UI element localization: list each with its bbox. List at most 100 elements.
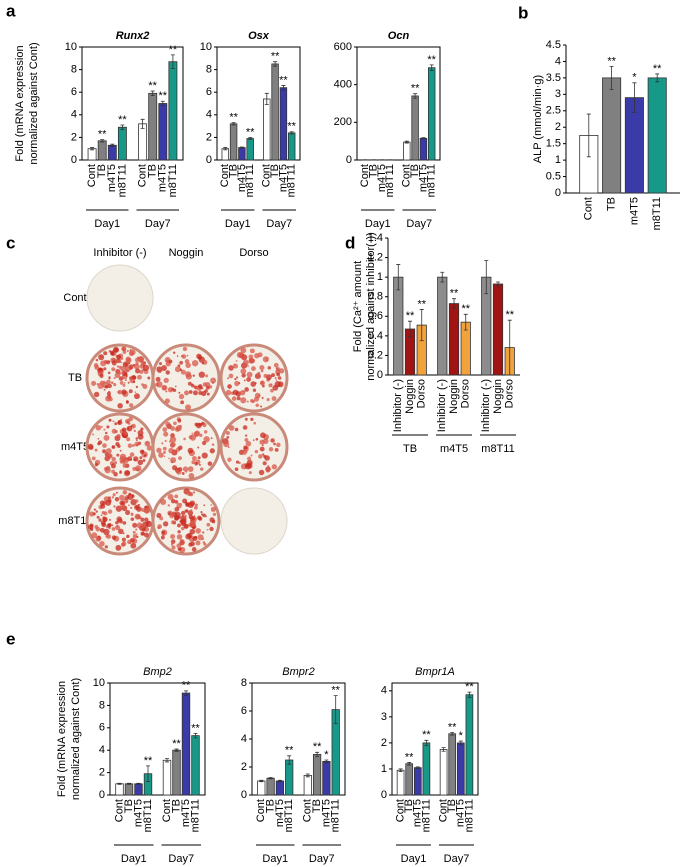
stain-spot bbox=[194, 462, 198, 466]
error-bar bbox=[150, 90, 155, 96]
stain-spot bbox=[107, 523, 112, 527]
stain-spot bbox=[108, 377, 111, 380]
stain-spot bbox=[198, 463, 201, 466]
x-tick-label: Cont bbox=[583, 197, 595, 220]
error-bar bbox=[287, 755, 292, 765]
group-label: Day1 bbox=[94, 218, 120, 230]
stain-spot bbox=[103, 388, 106, 391]
panel-label: d bbox=[345, 233, 355, 252]
y-axis-label: Fold (mRNA expression bbox=[56, 681, 68, 797]
stain-spot bbox=[162, 446, 167, 451]
stain-spot bbox=[197, 534, 204, 541]
error-bar bbox=[315, 751, 320, 757]
bar bbox=[124, 783, 134, 796]
stain-spot bbox=[144, 506, 151, 514]
error-bar bbox=[655, 73, 660, 83]
stain-spot bbox=[135, 465, 142, 472]
significance-mark: ** bbox=[191, 722, 200, 734]
stain-spot bbox=[247, 456, 252, 461]
stain-spot bbox=[123, 365, 125, 368]
bar bbox=[115, 783, 124, 796]
stain-spot bbox=[126, 420, 129, 423]
plot-frame bbox=[81, 46, 184, 161]
stain-spot bbox=[113, 472, 118, 477]
stain-spot bbox=[261, 397, 264, 400]
bar bbox=[405, 763, 414, 796]
stain-spot bbox=[97, 442, 101, 446]
stain-spot bbox=[116, 516, 123, 523]
y-tick-label: 0.6 bbox=[368, 310, 383, 322]
y-tick-label: 1.2 bbox=[368, 251, 383, 263]
stain-spot bbox=[210, 506, 216, 512]
row-label: m4T5 bbox=[61, 441, 89, 453]
stain-spot bbox=[127, 493, 134, 500]
x-tick-label: m4T5 bbox=[180, 799, 192, 827]
y-tick-label: 6 bbox=[206, 86, 212, 98]
stain-spot bbox=[98, 354, 105, 361]
error-bar bbox=[193, 733, 198, 739]
stain-spot bbox=[125, 356, 131, 362]
significance-mark: ** bbox=[287, 121, 296, 133]
y-tick-label: 3 bbox=[381, 711, 387, 723]
bar bbox=[427, 67, 436, 161]
group-label: Day1 bbox=[225, 218, 251, 230]
stain-spot bbox=[184, 359, 190, 364]
stain-spot bbox=[113, 461, 118, 465]
stain-spot bbox=[260, 380, 264, 385]
stain-spot bbox=[248, 354, 254, 360]
stain-spot bbox=[122, 463, 128, 469]
stain-spot bbox=[236, 351, 243, 358]
stain-spot bbox=[235, 391, 242, 397]
stain-spot bbox=[250, 381, 256, 387]
stain-spot bbox=[179, 519, 183, 523]
significance-mark: ** bbox=[172, 738, 181, 750]
stain-spot bbox=[155, 382, 159, 387]
stain-spot bbox=[190, 509, 193, 512]
stain-spot bbox=[145, 520, 152, 528]
stain-spot bbox=[209, 526, 214, 532]
significance-mark: * bbox=[632, 72, 637, 84]
y-axis-label: ALP (mmol/min·g) bbox=[532, 75, 544, 163]
error-bar bbox=[408, 320, 412, 338]
significance-mark: ** bbox=[427, 54, 436, 66]
stain-spot bbox=[168, 447, 174, 454]
stain-spot bbox=[170, 534, 176, 540]
stain-spot bbox=[188, 390, 193, 394]
stain-spot bbox=[129, 349, 132, 352]
stain-spot bbox=[252, 388, 257, 392]
stain-spot bbox=[208, 385, 213, 389]
stain-spot bbox=[205, 374, 209, 378]
stain-spot bbox=[120, 357, 124, 361]
stain-spot bbox=[198, 390, 203, 396]
significance-mark: ** bbox=[98, 129, 107, 141]
bar bbox=[266, 777, 275, 796]
stain-spot bbox=[177, 515, 181, 519]
bar bbox=[97, 140, 107, 161]
stain-spot bbox=[192, 374, 195, 377]
stain-spot bbox=[142, 364, 150, 371]
stain-spot bbox=[271, 373, 276, 378]
stain-spot bbox=[135, 514, 141, 520]
stain-spot bbox=[234, 467, 239, 472]
stain-spot bbox=[124, 379, 127, 382]
stain-spot bbox=[191, 547, 197, 552]
error-bar bbox=[174, 748, 179, 752]
stain-spot bbox=[105, 499, 112, 506]
stain-spot bbox=[192, 491, 196, 494]
error-bar bbox=[231, 122, 236, 126]
y-axis-label: normalized against inhibitor(-)) bbox=[365, 232, 377, 381]
x-tick-label: Noggin bbox=[448, 379, 460, 414]
error-bar bbox=[324, 759, 329, 764]
stain-spot bbox=[110, 463, 116, 469]
x-tick-label: Cont bbox=[438, 799, 450, 822]
x-tick-label: m8T11 bbox=[142, 799, 154, 832]
x-tick-label: Cont bbox=[261, 164, 273, 187]
bar bbox=[403, 141, 411, 161]
bar bbox=[107, 144, 117, 161]
stain-spot bbox=[169, 514, 174, 519]
error-bar bbox=[333, 695, 338, 724]
x-tick-label: m8T11 bbox=[116, 164, 128, 197]
y-tick-label: 4.5 bbox=[546, 39, 561, 51]
stain-spot bbox=[174, 499, 179, 504]
bar bbox=[162, 759, 172, 796]
